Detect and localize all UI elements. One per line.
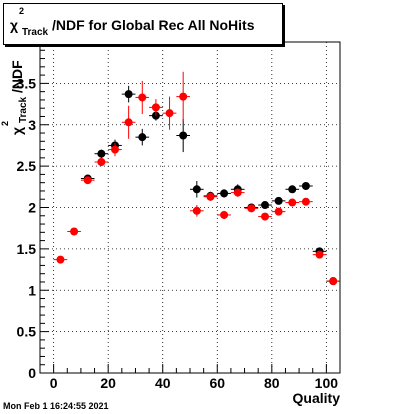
data-point xyxy=(124,118,133,127)
data-point xyxy=(288,185,297,194)
data-point xyxy=(247,204,256,213)
title-chi: χ xyxy=(10,17,19,33)
title-sup: 2 xyxy=(19,6,25,16)
data-point xyxy=(165,109,174,118)
data-point xyxy=(233,188,242,197)
x-axis-label: Quality xyxy=(292,390,340,406)
data-point xyxy=(83,176,92,185)
y-axis-label: χ 2 Track /NDF xyxy=(0,60,29,135)
data-point xyxy=(315,250,324,259)
data-point xyxy=(179,131,188,140)
timestamp: Mon Feb 1 16:24:55 2021 xyxy=(3,401,109,411)
data-point xyxy=(220,210,229,219)
data-point xyxy=(138,133,147,142)
data-point xyxy=(301,197,310,206)
x-tick-label: 0 xyxy=(50,375,58,391)
ylabel-sup: 2 xyxy=(0,120,10,126)
ylabel-sub: Track xyxy=(18,96,29,124)
data-point xyxy=(97,157,106,166)
data-point xyxy=(192,185,201,194)
data-point xyxy=(70,227,79,236)
data-point xyxy=(261,201,269,210)
y-tick-label: 0.5 xyxy=(17,324,37,340)
y-tick-label: 2.5 xyxy=(17,158,37,174)
data-point xyxy=(192,206,201,215)
title-rest: /NDF for Global Rec All NoHits xyxy=(51,17,255,33)
x-tick-label: 40 xyxy=(155,375,171,391)
x-tick-label: 60 xyxy=(209,375,225,391)
data-point xyxy=(179,92,188,101)
data-point xyxy=(274,207,283,216)
data-point xyxy=(206,192,215,201)
title-box: χ 2 Track /NDF for Global Rec All NoHits xyxy=(3,3,283,45)
y-tick-label: 1.5 xyxy=(17,241,37,257)
data-point xyxy=(301,181,310,190)
ylabel-chi: χ xyxy=(9,126,25,135)
data-point xyxy=(261,212,269,221)
data-point xyxy=(97,149,106,158)
y-tick-label: 2 xyxy=(28,200,36,216)
data-point xyxy=(288,198,297,207)
data-point xyxy=(274,196,283,205)
x-tick-label: 80 xyxy=(264,375,280,391)
data-point xyxy=(138,93,147,102)
y-tick-label: 3 xyxy=(28,117,36,133)
chart-title: χ 2 Track /NDF for Global Rec All NoHits xyxy=(10,6,255,38)
ylabel-rest: /NDF xyxy=(9,60,25,94)
x-tick-label: 100 xyxy=(315,375,339,391)
x-tick-label: 20 xyxy=(100,375,116,391)
data-point xyxy=(111,145,119,154)
data-point xyxy=(151,103,160,112)
data-point xyxy=(56,255,65,264)
title-sub: Track xyxy=(21,27,49,38)
y-tick-label: 0 xyxy=(28,365,36,381)
data-point xyxy=(220,189,229,198)
y-tick-label: 3.5 xyxy=(17,75,37,91)
data-point xyxy=(329,277,338,286)
y-tick-label: 1 xyxy=(28,282,36,298)
data-point xyxy=(124,90,133,99)
